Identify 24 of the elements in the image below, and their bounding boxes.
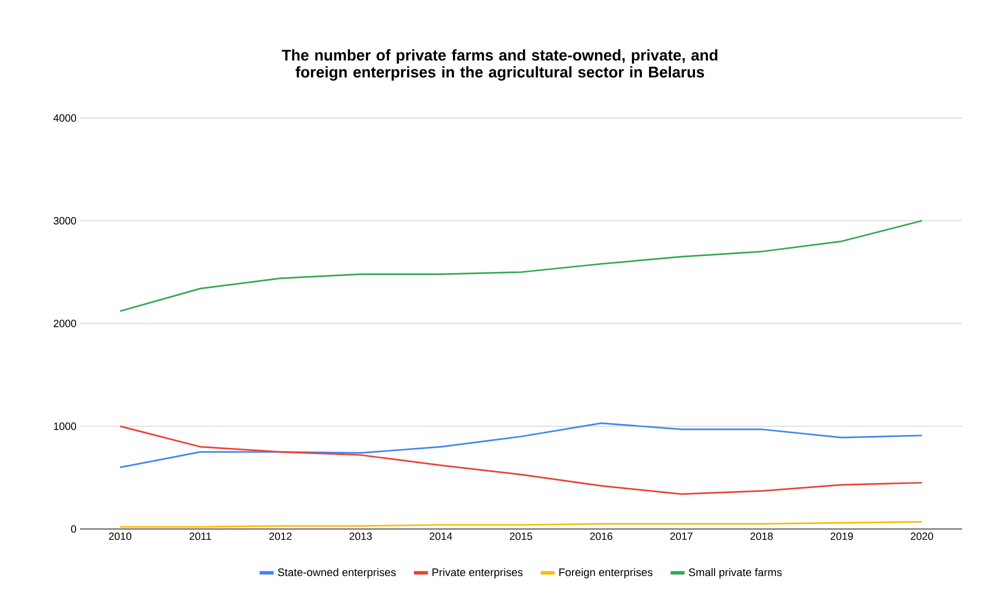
line-series: [119, 220, 923, 312]
line-series: [119, 422, 923, 468]
legend-label: Private enterprises: [432, 568, 523, 578]
x-tick-label: 2010: [108, 532, 132, 540]
x-tick-label: 2012: [269, 532, 292, 540]
legend-label: Small private farms: [688, 568, 782, 578]
x-tick-label: 2020: [910, 532, 934, 540]
y-tick-label: 4000: [53, 114, 76, 122]
chart-title: The number of private farms and state-owned, private, and foreign enterprises in the agricultural sector in Belarus: [282, 49, 718, 81]
y-tick-label: 2000: [54, 320, 76, 328]
x-tick-label: 2011: [190, 532, 212, 540]
y-tick-label: 3000: [54, 217, 76, 224]
x-tick-label: 2014: [430, 532, 452, 540]
x-tick-label: 2019: [830, 532, 853, 540]
x-tick-label: 2018: [750, 532, 773, 540]
y-tick-label: 1000: [54, 422, 76, 430]
legend-label: Foreign enterprises: [559, 568, 652, 578]
x-tick-label: 2017: [670, 532, 692, 540]
y-tick-label: 0: [71, 525, 76, 533]
legend-label: State-owned enterprises: [278, 568, 396, 578]
line-series: [119, 425, 923, 495]
x-tick-label: 2016: [590, 532, 612, 540]
x-tick-label: 2015: [510, 532, 532, 540]
x-tick-label: 2013: [350, 532, 372, 540]
